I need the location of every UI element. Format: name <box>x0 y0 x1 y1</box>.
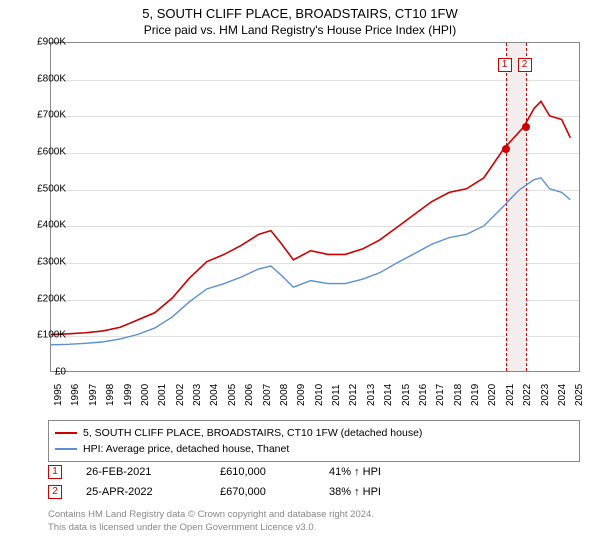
footer-line-1: Contains HM Land Registry data © Crown c… <box>48 508 580 521</box>
xtick-label: 2014 <box>383 384 394 406</box>
xtick-label: 2017 <box>435 384 446 406</box>
xtick-label: 2012 <box>348 384 359 406</box>
event-marker-2: 2 <box>48 485 62 499</box>
xtick-label: 2003 <box>192 384 203 406</box>
chart-event-marker: 1 <box>498 58 512 72</box>
ytick-label: £400K <box>37 220 66 231</box>
event-date-1: 26-FEB-2021 <box>86 466 196 478</box>
xtick-label: 2016 <box>418 384 429 406</box>
chart <box>50 42 580 372</box>
page-title: 5, SOUTH CLIFF PLACE, BROADSTAIRS, CT10 … <box>0 6 600 21</box>
xtick-label: 2015 <box>401 384 412 406</box>
chart-event-dot <box>502 145 510 153</box>
legend-swatch-1 <box>55 432 77 434</box>
xtick-label: 2001 <box>157 384 168 406</box>
xtick-label: 2004 <box>209 384 220 406</box>
event-pct-2: 38% ↑ HPI <box>329 486 429 498</box>
event-pct-1: 41% ↑ HPI <box>329 466 429 478</box>
legend-label-2: HPI: Average price, detached house, Than… <box>83 441 289 457</box>
ytick-label: £300K <box>37 257 66 268</box>
legend: 5, SOUTH CLIFF PLACE, BROADSTAIRS, CT10 … <box>48 420 580 462</box>
chart-event-marker: 2 <box>518 58 532 72</box>
footer-line-2: This data is licensed under the Open Gov… <box>48 521 580 534</box>
xtick-label: 2009 <box>296 384 307 406</box>
xtick-label: 1995 <box>53 384 64 406</box>
xtick-label: 2021 <box>505 384 516 406</box>
event-date-2: 25-APR-2022 <box>86 486 196 498</box>
xtick-label: 2010 <box>314 384 325 406</box>
xtick-label: 2008 <box>279 384 290 406</box>
chart-event-dot <box>522 123 530 131</box>
legend-label-1: 5, SOUTH CLIFF PLACE, BROADSTAIRS, CT10 … <box>83 425 422 441</box>
xtick-label: 2011 <box>331 384 342 406</box>
xtick-label: 2022 <box>522 384 533 406</box>
ytick-label: £200K <box>37 293 66 304</box>
ytick-label: £100K <box>37 330 66 341</box>
xtick-label: 2005 <box>227 384 238 406</box>
legend-swatch-2 <box>55 448 77 450</box>
ytick-label: £500K <box>37 183 66 194</box>
ytick-label: £0 <box>55 367 66 378</box>
footer: Contains HM Land Registry data © Crown c… <box>48 508 580 534</box>
xtick-label: 2002 <box>175 384 186 406</box>
xtick-label: 1997 <box>88 384 99 406</box>
xtick-label: 1998 <box>105 384 116 406</box>
event-marker-1: 1 <box>48 465 62 479</box>
xtick-label: 2000 <box>140 384 151 406</box>
xtick-label: 2019 <box>470 384 481 406</box>
chart-series-line <box>51 178 570 345</box>
ytick-label: £800K <box>37 73 66 84</box>
xtick-label: 2020 <box>487 384 498 406</box>
xtick-label: 2006 <box>244 384 255 406</box>
xtick-label: 2018 <box>453 384 464 406</box>
page-subtitle: Price paid vs. HM Land Registry's House … <box>0 23 600 37</box>
datapoints-table: 1 26-FEB-2021 £610,000 41% ↑ HPI 2 25-AP… <box>48 462 580 502</box>
xtick-label: 2023 <box>540 384 551 406</box>
xtick-label: 2007 <box>262 384 273 406</box>
xtick-label: 1999 <box>123 384 134 406</box>
event-price-1: £610,000 <box>220 466 305 478</box>
xtick-label: 2013 <box>366 384 377 406</box>
ytick-label: £700K <box>37 110 66 121</box>
ytick-label: £600K <box>37 147 66 158</box>
ytick-label: £900K <box>37 37 66 48</box>
event-price-2: £670,000 <box>220 486 305 498</box>
xtick-label: 2024 <box>557 384 568 406</box>
xtick-label: 1996 <box>70 384 81 406</box>
xtick-label: 2025 <box>574 384 585 406</box>
